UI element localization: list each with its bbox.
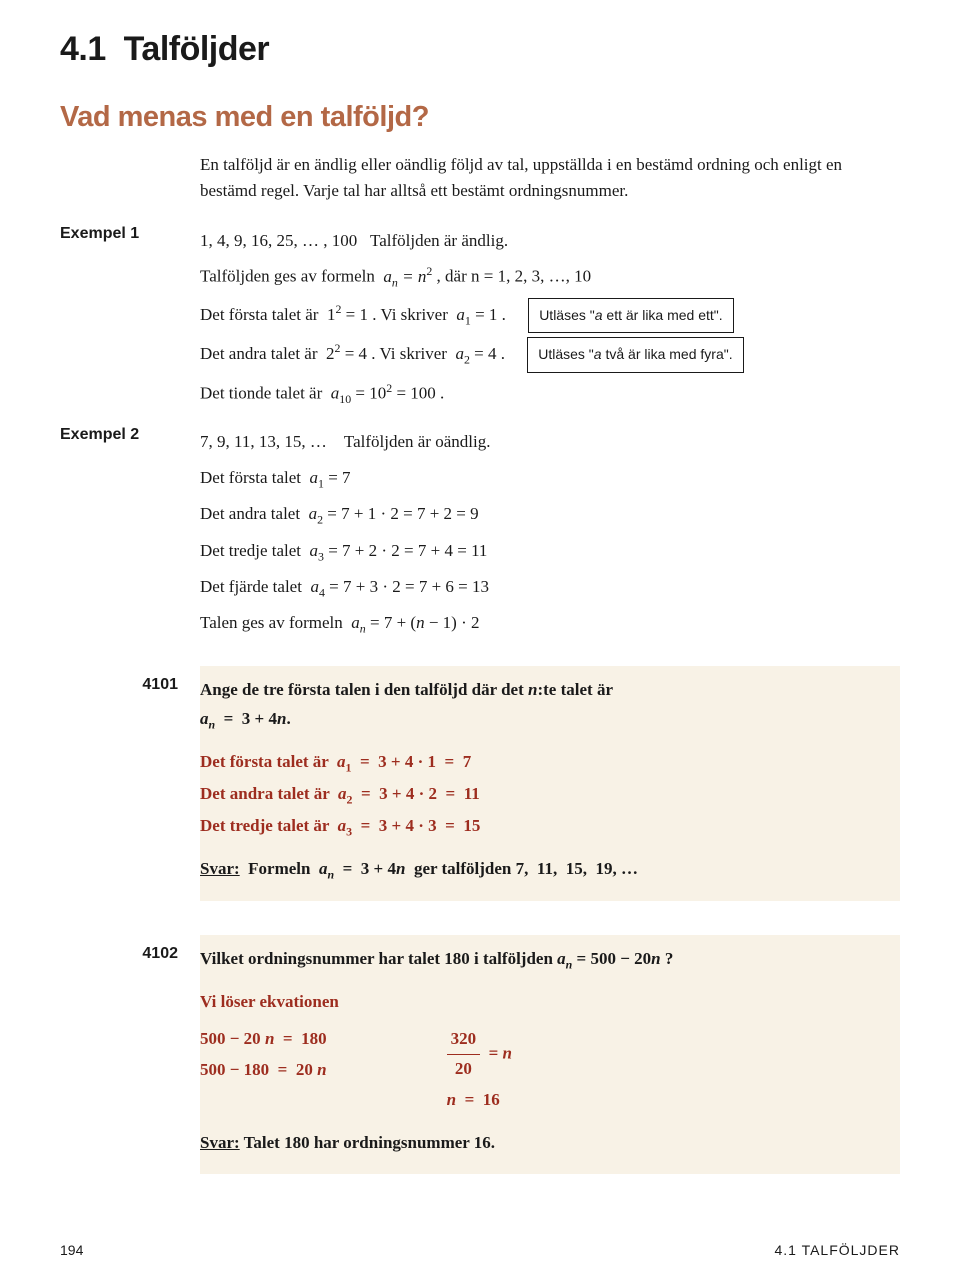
problem-4102-svar: Svar: Talet 180 har ordningsnummer 16. xyxy=(200,1129,882,1158)
page-number: 194 xyxy=(60,1242,83,1258)
problem-4102-equations: 500 − 20 n = 180 500 − 180 = 20 n 32020 … xyxy=(200,1025,882,1117)
footer-section-ref: 4.1 TALFÖLJDER xyxy=(774,1242,900,1258)
example-1: Exempel 1 1, 4, 9, 16, 25, … , 100 Talfö… xyxy=(60,225,900,414)
example-2-line2: Det första talet a1 = 7 xyxy=(200,462,900,494)
example-1-line5: Det tionde talet är a10 = 102 = 100 . xyxy=(200,377,900,410)
example-1-line4: Det andra talet är 22 = 4 . Vi skriver a… xyxy=(200,337,900,373)
section-number: 4.1 xyxy=(60,30,106,68)
example-1-line3: Det första talet är 12 = 1 . Vi skriver … xyxy=(200,298,900,334)
problem-4101-sol1: Det första talet är a1 = 3 + 4 · 1 = 7 xyxy=(200,748,882,778)
example-2-line1: 7, 9, 11, 13, 15, … Talföljden är oändli… xyxy=(200,426,900,457)
example-1-line2: Talföljden ges av formeln an = n2 , där … xyxy=(200,260,900,293)
example-1-label: Exempel 1 xyxy=(60,225,200,414)
example-2: Exempel 2 7, 9, 11, 13, 15, … Talföljden… xyxy=(60,426,900,643)
section-title: 4.1 Talföljder xyxy=(60,30,900,69)
example-2-line5: Det fjärde talet a4 = 7 + 3 · 2 = 7 + 6 … xyxy=(200,571,900,603)
intro-paragraph: En talföljd är en ändlig eller oändlig f… xyxy=(200,152,900,203)
example-1-body: 1, 4, 9, 16, 25, … , 100 Talföljden är ä… xyxy=(200,225,900,414)
page-footer: 194 4.1 TALFÖLJDER xyxy=(0,1214,960,1278)
problem-4102-question: Vilket ordningsnummer har talet 180 i ta… xyxy=(200,945,882,975)
problem-4101-number: 4101 xyxy=(60,666,200,901)
problem-4102-sol-intro: Vi löser ekvationen xyxy=(200,988,882,1017)
problem-4101-question: Ange de tre första talen i den talföljd … xyxy=(200,676,882,735)
problem-4101-body: Ange de tre första talen i den talföljd … xyxy=(200,666,900,901)
example-2-label: Exempel 2 xyxy=(60,426,200,643)
note-box-1: Utläses "a ett är lika med ett". xyxy=(528,298,733,334)
problem-4102-number: 4102 xyxy=(60,935,200,1174)
subsection-title: Vad menas med en talföljd? xyxy=(60,101,900,134)
problem-4102: 4102 Vilket ordningsnummer har talet 180… xyxy=(60,935,900,1174)
problem-4101: 4101 Ange de tre första talen i den talf… xyxy=(60,666,900,901)
example-2-line4: Det tredje talet a3 = 7 + 2 · 2 = 7 + 4 … xyxy=(200,535,900,567)
problem-4101-svar: Svar: Formeln an = 3 + 4n ger talföljden… xyxy=(200,855,882,885)
section-name: Talföljder xyxy=(124,30,270,68)
example-1-line1: 1, 4, 9, 16, 25, … , 100 Talföljden är ä… xyxy=(200,225,900,256)
problem-4101-sol2: Det andra talet är a2 = 3 + 4 · 2 = 11 xyxy=(200,780,882,810)
problem-4102-body: Vilket ordningsnummer har talet 180 i ta… xyxy=(200,935,900,1174)
example-2-line6: Talen ges av formeln an = 7 + (n − 1) · … xyxy=(200,607,900,639)
problem-4101-sol3: Det tredje talet är a3 = 3 + 4 · 3 = 15 xyxy=(200,812,882,842)
example-2-line3: Det andra talet a2 = 7 + 1 · 2 = 7 + 2 =… xyxy=(200,498,900,530)
example-2-body: 7, 9, 11, 13, 15, … Talföljden är oändli… xyxy=(200,426,900,643)
note-box-2: Utläses "a två är lika med fyra". xyxy=(527,337,743,373)
